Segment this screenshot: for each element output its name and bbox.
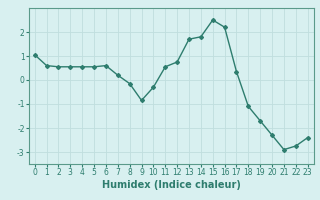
X-axis label: Humidex (Indice chaleur): Humidex (Indice chaleur) [102,180,241,190]
